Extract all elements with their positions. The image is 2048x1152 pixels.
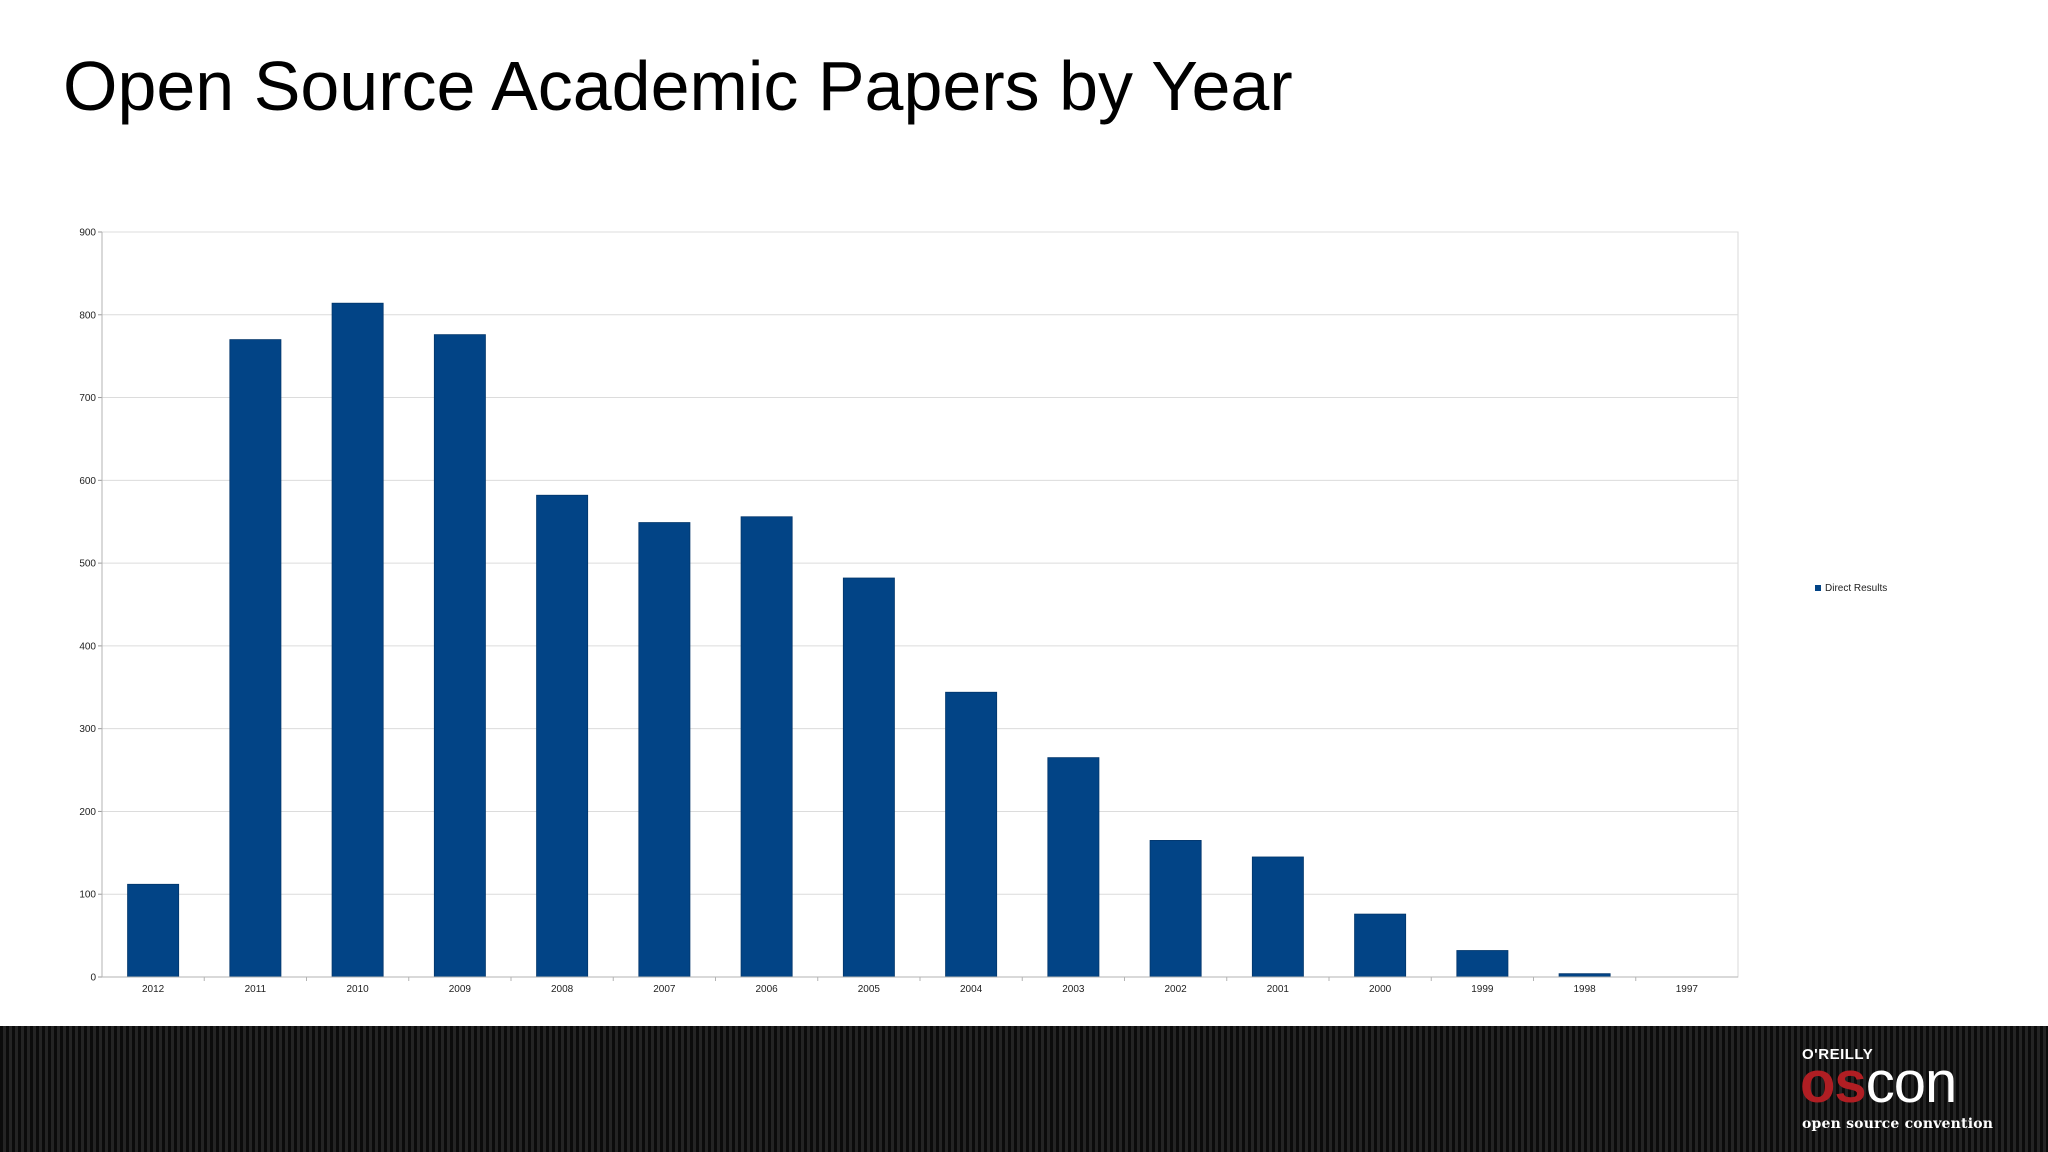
bar-1999 bbox=[1456, 950, 1509, 978]
x-tick-label: 2004 bbox=[960, 984, 983, 995]
bar-2004 bbox=[945, 691, 998, 978]
oscon-logo-os: os bbox=[1800, 1050, 1867, 1115]
y-tick-label: 800 bbox=[79, 310, 96, 321]
x-tick-label: 1999 bbox=[1471, 984, 1494, 995]
y-tick-label: 700 bbox=[79, 393, 96, 404]
x-tick-label: 2002 bbox=[1165, 984, 1188, 995]
y-tick-label: 0 bbox=[90, 973, 96, 984]
bar-2009 bbox=[433, 334, 486, 978]
x-tick-label: 2005 bbox=[858, 984, 881, 995]
x-tick-label: 2007 bbox=[653, 984, 676, 995]
bar-2010 bbox=[331, 302, 384, 978]
oscon-logo-con: con bbox=[1865, 1050, 1958, 1115]
chart-bars bbox=[127, 302, 1611, 978]
bar-2000 bbox=[1354, 913, 1407, 978]
chart-axes: 0 100 200 300 400 500 600 700 800 900 2012 2011 2010… bbox=[79, 228, 1738, 995]
bar-chart: 0 100 200 300 400 500 600 700 800 900 2012 2011 2010… bbox=[79, 228, 1887, 996]
legend-label: Direct Results bbox=[1825, 583, 1887, 594]
bar-2003 bbox=[1047, 757, 1100, 978]
y-tick-label: 300 bbox=[79, 724, 96, 735]
x-tick-label: 2011 bbox=[245, 984, 267, 995]
x-tick-label: 2003 bbox=[1062, 984, 1085, 995]
y-tick-label: 200 bbox=[79, 807, 96, 818]
oscon-logo: oscon bbox=[1800, 1054, 1957, 1112]
x-tick-label: 2006 bbox=[756, 984, 779, 995]
oscon-brand: O'REILLY oscon open source convention bbox=[1800, 1046, 2000, 1142]
x-tick-label: 2000 bbox=[1369, 984, 1392, 995]
footer-banner: O'REILLY oscon open source convention bbox=[0, 1026, 2048, 1152]
x-tick-label: 1998 bbox=[1574, 984, 1597, 995]
y-tick-label: 900 bbox=[79, 228, 96, 239]
x-tick-label: 2010 bbox=[347, 984, 370, 995]
bar-2005 bbox=[842, 577, 895, 978]
y-tick-label: 400 bbox=[79, 641, 96, 652]
x-tick-label: 2001 bbox=[1267, 984, 1290, 995]
y-tick-label: 500 bbox=[79, 559, 96, 570]
bar-2001 bbox=[1251, 856, 1304, 978]
y-tick-label: 100 bbox=[79, 890, 96, 901]
oscon-tagline: open source convention bbox=[1802, 1116, 1994, 1132]
bar-2007 bbox=[638, 522, 691, 978]
x-tick-label: 2009 bbox=[449, 984, 472, 995]
legend-swatch bbox=[1815, 585, 1821, 591]
y-tick-label: 600 bbox=[79, 476, 96, 487]
slide-title: Open Source Academic Papers by Year bbox=[63, 47, 1293, 125]
x-tick-label: 1997 bbox=[1676, 984, 1699, 995]
bar-2008 bbox=[536, 494, 589, 978]
bar-2011 bbox=[229, 339, 282, 978]
bar-2002 bbox=[1149, 840, 1202, 978]
x-tick-label: 2008 bbox=[551, 984, 574, 995]
x-tick-label: 2012 bbox=[142, 984, 165, 995]
bar-2006 bbox=[740, 516, 793, 978]
bar-2012 bbox=[127, 883, 180, 978]
oreilly-wordmark: O'REILLY bbox=[1802, 1046, 1874, 1063]
chart-legend: Direct Results bbox=[1815, 583, 1887, 594]
